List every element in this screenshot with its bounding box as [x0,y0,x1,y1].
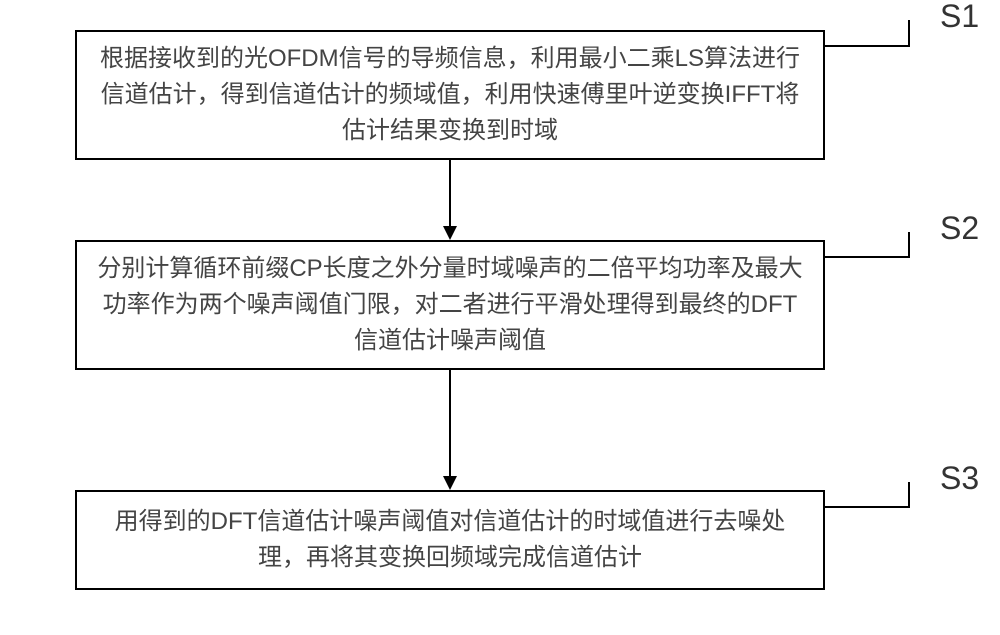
arrow-s2-s3-line [449,370,451,478]
elbow-s2-v [908,232,910,258]
elbow-s3-h [825,506,910,508]
flow-label-s1: S1 [940,0,979,35]
flow-node-s3: 用得到的DFT信道估计噪声阈值对信道估计的时域值进行去噪处理，再将其变换回频域完… [75,490,825,590]
elbow-s3-v [908,482,910,508]
elbow-s1-v [908,20,910,47]
arrow-s1-s2-line [449,160,451,228]
flow-node-s1-text: 根据接收到的光OFDM信号的导频信息，利用最小二乘LS算法进行信道估计，得到信道… [97,41,803,149]
flow-node-s3-text: 用得到的DFT信道估计噪声阈值对信道估计的时域值进行去噪处理，再将其变换回频域完… [97,504,803,576]
elbow-s1-h [825,45,910,47]
flow-label-s3: S3 [940,460,979,497]
flowchart-container: 根据接收到的光OFDM信号的导频信息，利用最小二乘LS算法进行信道估计，得到信道… [0,0,1000,635]
flow-node-s2: 分别计算循环前缀CP长度之外分量时域噪声的二倍平均功率及最大功率作为两个噪声阈值… [75,240,825,370]
elbow-s2-h [825,256,910,258]
arrow-s2-s3-head [443,476,457,490]
flow-label-s2: S2 [940,210,979,247]
arrow-s1-s2-head [443,226,457,240]
flow-node-s2-text: 分别计算循环前缀CP长度之外分量时域噪声的二倍平均功率及最大功率作为两个噪声阈值… [97,251,803,359]
flow-node-s1: 根据接收到的光OFDM信号的导频信息，利用最小二乘LS算法进行信道估计，得到信道… [75,30,825,160]
